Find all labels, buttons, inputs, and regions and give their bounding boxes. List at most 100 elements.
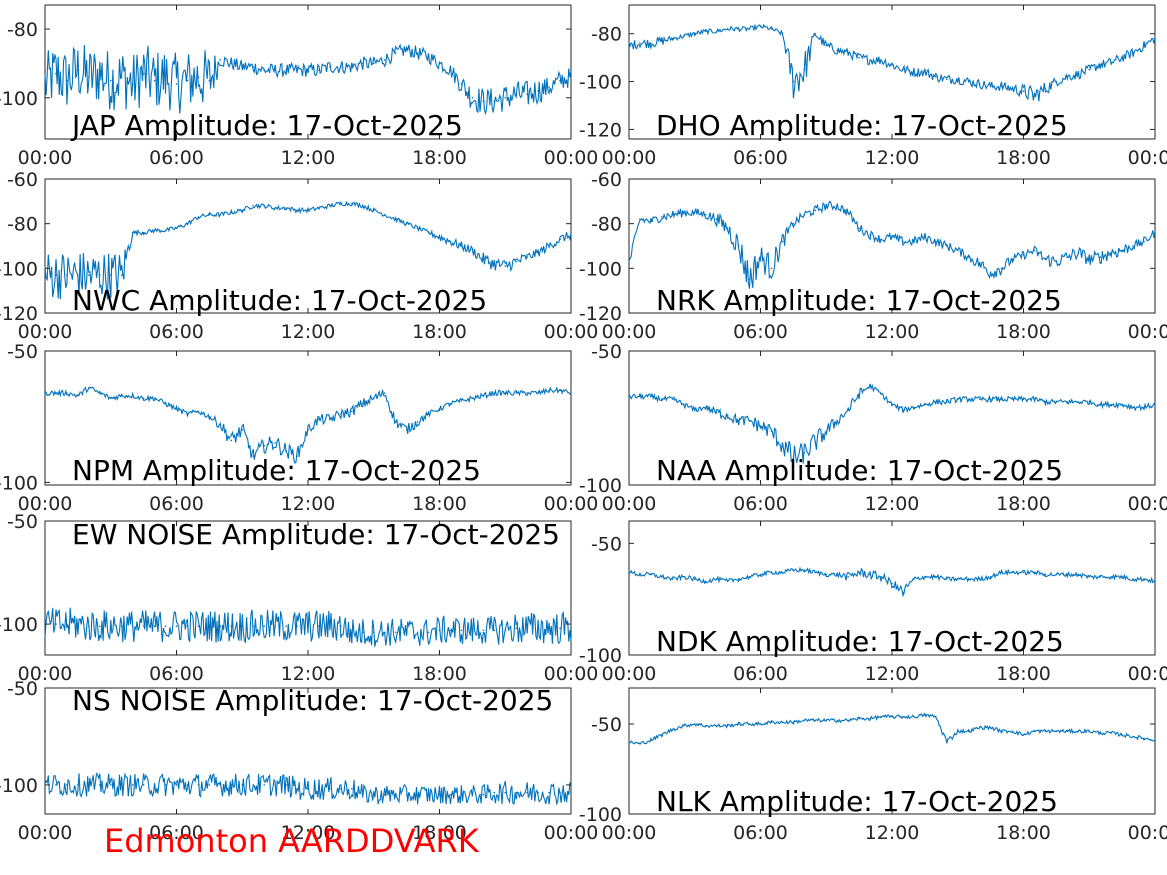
data-point	[737, 419, 740, 422]
data-point	[945, 78, 948, 80]
data-point	[471, 397, 474, 400]
data-point	[1011, 398, 1014, 401]
data-point	[1077, 73, 1080, 76]
data-point	[285, 625, 287, 627]
footer-station-label: Edmonton AARDDVARK	[104, 822, 479, 860]
data-point	[296, 788, 298, 790]
data-point	[285, 450, 287, 452]
data-point	[504, 392, 507, 394]
x-tick-label: 18:00	[996, 822, 1051, 844]
data-point	[77, 274, 79, 276]
x-tick-label: 06:00	[733, 147, 788, 169]
data-point	[340, 788, 342, 790]
data-point	[650, 395, 652, 398]
data-point	[672, 728, 674, 731]
data-point	[759, 256, 762, 258]
data-point	[285, 207, 287, 209]
data-point	[263, 784, 265, 786]
data-point	[1033, 95, 1036, 97]
y-tick-label: -50	[7, 678, 38, 700]
data-point	[559, 79, 561, 82]
data-point	[153, 397, 156, 400]
data-point	[945, 245, 948, 247]
data-point	[967, 398, 970, 401]
data-point	[175, 408, 178, 410]
data-point	[1132, 578, 1134, 580]
data-point	[1033, 398, 1036, 401]
data-point	[672, 398, 674, 401]
data-point	[449, 69, 452, 72]
data-point	[737, 578, 740, 580]
data-point	[902, 240, 904, 243]
data-point	[394, 421, 397, 423]
data-point	[427, 413, 430, 415]
data-point	[1011, 571, 1014, 574]
data-point	[913, 406, 915, 409]
data-point	[372, 209, 375, 212]
y-tick-label: -80	[7, 214, 38, 236]
data-point	[891, 236, 893, 238]
data-point	[526, 627, 528, 629]
data-point	[537, 251, 539, 254]
data-point	[858, 717, 860, 720]
data-point	[1000, 730, 1003, 732]
data-point	[661, 734, 663, 736]
data-point	[493, 392, 496, 394]
y-tick-label: -120	[0, 303, 38, 325]
x-tick-label: 00:00	[1128, 493, 1167, 515]
x-tick-label: 06:00	[733, 321, 788, 343]
y-tick-label: -80	[591, 214, 622, 236]
data-point	[515, 260, 518, 263]
data-point	[1143, 578, 1145, 580]
data-point	[737, 245, 740, 247]
x-tick-label: 18:00	[412, 321, 467, 343]
data-point	[1022, 90, 1025, 92]
data-point	[120, 274, 123, 276]
data-point	[394, 218, 397, 220]
data-point	[427, 55, 430, 58]
data-point	[66, 623, 68, 625]
data-point	[241, 209, 244, 212]
data-point	[639, 218, 641, 220]
data-point	[109, 274, 112, 276]
y-tick-label: -100	[0, 614, 38, 636]
data-point	[869, 385, 871, 387]
data-point	[197, 410, 200, 413]
data-point	[296, 209, 298, 212]
data-point	[989, 576, 992, 578]
x-tick-label: 00:00	[602, 147, 657, 169]
data-point	[803, 719, 806, 722]
panel-0: 00:00 06:00 12:00 18:00 00:00 -80 -100 JAP Ampl…	[0, 4, 598, 169]
data-point	[913, 578, 915, 580]
data-point	[693, 578, 696, 580]
data-point	[661, 216, 663, 218]
series-line	[44, 772, 572, 806]
data-point	[803, 213, 806, 216]
y-tick-label: -100	[579, 475, 622, 497]
data-point	[759, 573, 762, 576]
data-point	[98, 625, 101, 627]
data-point	[416, 631, 419, 634]
data-point	[748, 723, 751, 725]
data-point	[504, 96, 507, 99]
data-point	[891, 64, 893, 66]
data-point	[989, 398, 992, 401]
data-point	[715, 578, 718, 580]
data-point	[88, 625, 90, 627]
data-point	[803, 452, 806, 454]
x-tick-label: 12:00	[865, 147, 920, 169]
x-tick-label: 18:00	[996, 493, 1051, 515]
x-tick-label: 00:00	[602, 822, 657, 844]
data-point	[318, 788, 320, 790]
data-point	[383, 213, 386, 216]
data-point	[252, 66, 255, 68]
data-point	[460, 793, 463, 796]
data-point	[1011, 730, 1014, 732]
data-point	[559, 627, 561, 629]
data-point	[427, 231, 430, 234]
data-point	[858, 227, 860, 229]
data-point	[1066, 401, 1069, 403]
data-point	[175, 784, 178, 786]
data-point	[880, 59, 882, 61]
data-point	[131, 83, 134, 85]
